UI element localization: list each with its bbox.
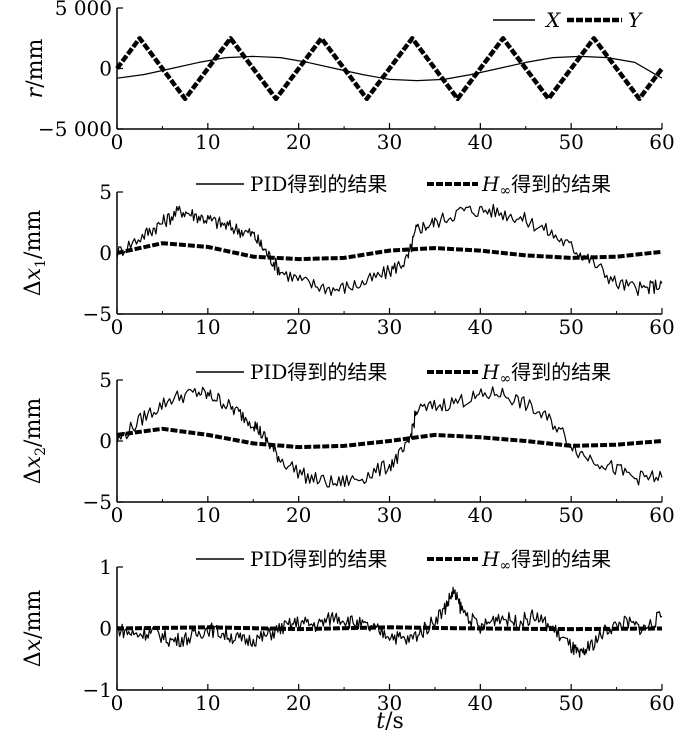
y-tick-label: 0 <box>99 241 112 265</box>
y-tick-label: 5 <box>99 180 112 204</box>
legend-label-X: X <box>544 8 561 32</box>
legend-label-hinf: H∞得到的结果 <box>481 360 611 387</box>
series-line-1 <box>116 586 663 658</box>
legend-label-Y: Y <box>628 8 643 32</box>
legend-h-letter: H <box>481 547 500 571</box>
legend: PID得到的结果 H∞得到的结果 <box>196 360 611 387</box>
y-label-var: x <box>21 638 46 651</box>
x-label-var: t <box>376 709 385 732</box>
y-label-var: x <box>21 267 46 280</box>
y-label-delta: Δ <box>21 468 46 484</box>
y-tick-label: 5 <box>99 368 112 392</box>
legend-h-rest: 得到的结果 <box>511 547 611 571</box>
x-tick-label: 40 <box>468 315 493 339</box>
x-tick-label: 60 <box>649 503 674 527</box>
x-tick-label: 30 <box>377 315 402 339</box>
legend-label-hinf: H∞得到的结果 <box>481 547 611 574</box>
y-tick-label: 0 <box>99 429 112 453</box>
y-axis-label: Δx1/mm <box>21 210 49 297</box>
series-line-1 <box>116 386 663 488</box>
x-tick-label: 0 <box>111 130 124 154</box>
y-tick-label: −5 000 <box>38 117 112 141</box>
legend: PID得到的结果 H∞得到的结果 <box>196 172 611 199</box>
legend-h-rest: 得到的结果 <box>511 172 611 196</box>
x-tick-label: 0 <box>111 503 124 527</box>
y-label-subscript: 2 <box>33 447 49 456</box>
y-label-var: r <box>23 86 48 98</box>
x-tick-label: 40 <box>468 691 493 715</box>
legend-label-hinf: H∞得到的结果 <box>481 172 611 199</box>
x-tick-label: 50 <box>558 315 583 339</box>
legend-h-letter: H <box>481 360 500 384</box>
series-line-2 <box>115 36 664 102</box>
x-tick-label: 50 <box>558 503 583 527</box>
y-label-delta: Δ <box>21 651 46 667</box>
y-tick-label: 1 <box>99 555 112 579</box>
series-line-2 <box>116 241 663 262</box>
x-tick-label: 60 <box>649 130 674 154</box>
legend-label-pid: PID得到的结果 <box>250 360 387 384</box>
legend-label-pid: PID得到的结果 <box>250 172 387 196</box>
legend: PID得到的结果 H∞得到的结果 <box>196 547 611 574</box>
x-label-unit: /s <box>385 709 404 732</box>
y-tick-label: −5 <box>83 490 112 514</box>
y-label-var: x <box>21 455 46 468</box>
y-label-subscript: 1 <box>33 259 49 268</box>
legend-h-subscript: ∞ <box>499 371 511 387</box>
x-tick-label: 0 <box>111 691 124 715</box>
x-tick-label: 10 <box>195 691 220 715</box>
x-tick-label: 50 <box>558 130 583 154</box>
x-tick-label: 20 <box>286 503 311 527</box>
x-tick-label: 10 <box>195 315 220 339</box>
x-axis-label: t/s <box>376 709 404 732</box>
legend-h-letter: H <box>481 172 500 196</box>
x-tick-label: 20 <box>286 130 311 154</box>
y-label-unit: /mm <box>23 39 48 88</box>
y-axis-label: Δx2/mm <box>21 398 49 485</box>
y-axis-label: r/mm <box>23 39 48 99</box>
legend-h-subscript: ∞ <box>499 558 511 574</box>
legend-h-subscript: ∞ <box>499 183 511 199</box>
x-tick-label: 60 <box>649 315 674 339</box>
x-tick-label: 40 <box>468 130 493 154</box>
y-tick-label: −1 <box>83 678 112 702</box>
x-tick-label: 20 <box>286 691 311 715</box>
legend-label-pid: PID得到的结果 <box>250 547 387 571</box>
y-label-unit: /mm <box>21 590 46 639</box>
x-tick-label: 20 <box>286 315 311 339</box>
x-tick-label: 30 <box>377 130 402 154</box>
y-label-delta: Δ <box>21 280 46 296</box>
y-label-unit: /mm <box>21 398 46 447</box>
x-tick-label: 60 <box>649 691 674 715</box>
x-tick-label: 10 <box>195 503 220 527</box>
x-tick-label: 50 <box>558 691 583 715</box>
legend-h-rest: 得到的结果 <box>511 360 611 384</box>
y-axis-label: Δx/mm <box>21 590 46 668</box>
y-tick-label: 0 <box>99 617 112 641</box>
x-tick-label: 40 <box>468 503 493 527</box>
series-line-1 <box>116 203 663 296</box>
x-tick-label: 0 <box>111 315 124 339</box>
y-tick-label: −5 <box>83 302 112 326</box>
y-label-unit: /mm <box>21 210 46 259</box>
x-tick-label: 30 <box>377 503 402 527</box>
series-line-2 <box>116 426 663 450</box>
x-tick-label: 30 <box>377 691 402 715</box>
series-line-1 <box>116 55 663 82</box>
y-tick-label: 5 000 <box>55 0 112 20</box>
x-tick-label: 10 <box>195 130 220 154</box>
series-line-2 <box>116 625 663 632</box>
y-tick-label: 0 <box>99 57 112 81</box>
